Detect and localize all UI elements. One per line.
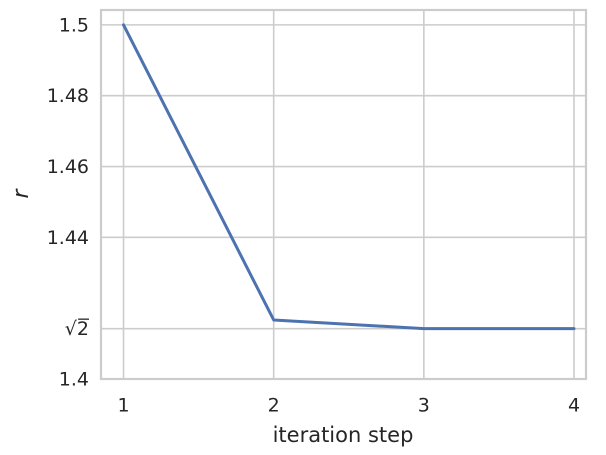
x-tick-label: 3 [418,395,430,417]
y-tick-label: 1.46 [47,156,89,178]
y-tick-label: 1.4 [59,369,89,391]
x-tick-label: 2 [268,395,280,417]
line-series [122,23,576,331]
y-tick-label: 1.44 [47,227,89,249]
x-tick-label: 4 [568,395,580,417]
y-tick-label: 1.5 [59,14,89,36]
plot-frame [99,8,588,381]
y-axis-label: r [9,188,34,199]
x-tick-label: 1 [117,395,129,417]
x-axis-label: iteration step [273,423,414,447]
y-tick-label: √2 [65,318,89,340]
y-tick-label: 1.48 [47,85,89,107]
